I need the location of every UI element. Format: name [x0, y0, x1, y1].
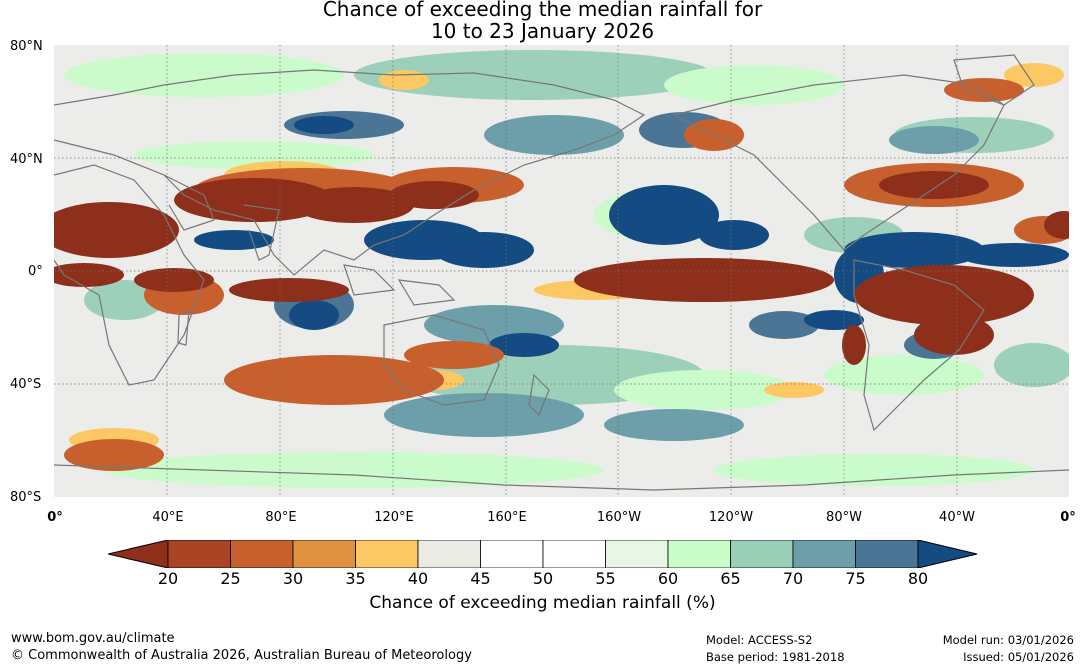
source-url[interactable]: www.bom.gov.au/climate — [11, 631, 175, 646]
lat-label-40s: 40°S — [10, 377, 42, 392]
copyright-text: © Commonwealth of Australia 2026, Austra… — [11, 648, 472, 663]
colorbar-bin-30-35 — [292, 540, 356, 568]
lon-label-0-left: 0° — [47, 510, 63, 525]
graticule — [54, 45, 1069, 497]
colorbar-bin-65-70 — [730, 540, 794, 568]
colorbar-tick-30: 30 — [282, 569, 304, 588]
lon-label-160w: 160°W — [596, 510, 642, 525]
colorbar-tick-40: 40 — [407, 569, 429, 588]
colorbar-bin-25-30 — [230, 540, 294, 568]
colorbar-bin-50-55 — [542, 540, 606, 568]
colorbar-tick-80: 80 — [907, 569, 929, 588]
colorbar-bin-35-40 — [355, 540, 419, 568]
coastlines — [54, 54, 1069, 491]
map-title-line2: 10 to 23 January 2026 — [430, 19, 655, 43]
base-period: Base period: 1981-2018 — [706, 650, 845, 664]
colorbar-bin-60-65 — [667, 540, 731, 568]
lon-label-0-right: 0° — [1060, 510, 1076, 525]
lon-label-80w: 80°W — [826, 510, 862, 525]
lon-label-40e: 40°E — [152, 510, 184, 525]
model-name: Model: ACCESS-S2 — [706, 633, 813, 647]
lat-label-40n: 40°N — [10, 152, 43, 167]
colorbar-bin-45-50 — [480, 540, 544, 568]
colorbar-title: Chance of exceeding median rainfall (%) — [369, 593, 716, 613]
colorbar-bin-20-25 — [167, 540, 231, 568]
lon-label-120e: 120°E — [374, 510, 414, 525]
colorbar-bin-70-75 — [792, 540, 856, 568]
colorbar-tick-70: 70 — [782, 569, 804, 588]
colorbar-arrow-high — [917, 540, 978, 568]
colorbar-tick-25: 25 — [220, 569, 241, 588]
lon-label-160e: 160°E — [487, 510, 527, 525]
colorbar-tick-75: 75 — [845, 569, 866, 588]
colorbar-tick-45: 45 — [470, 569, 491, 588]
colorbar-arrow-low — [108, 540, 169, 568]
colorbar-tick-50: 50 — [532, 569, 554, 588]
colorbar-bin-40-45 — [417, 540, 481, 568]
lat-label-equator: 0° — [28, 264, 43, 279]
colorbar-legend — [108, 540, 978, 568]
lon-label-80e: 80°E — [265, 510, 297, 525]
probability-above-80-areas — [194, 116, 1069, 357]
issued-date: Issued: 05/01/2026 — [963, 650, 1074, 664]
lat-label-80s: 80°S — [10, 490, 42, 505]
map-title-line1: Chance of exceeding the median rainfall … — [322, 0, 763, 21]
lat-label-80n: 80°N — [10, 39, 43, 54]
colorbar-tick-20: 20 — [157, 569, 179, 588]
probability-below-25-areas — [54, 171, 1069, 365]
colorbar-bin-55-60 — [605, 540, 669, 568]
lon-label-40w: 40°W — [939, 510, 975, 525]
colorbar-tick-35: 35 — [345, 569, 366, 588]
model-run-date: Model run: 03/01/2026 — [942, 633, 1074, 647]
rainfall-probability-map — [54, 45, 1069, 497]
colorbar-bin-75-80 — [855, 540, 919, 568]
colorbar-tick-60: 60 — [657, 569, 679, 588]
colorbar-tick-65: 65 — [720, 569, 741, 588]
colorbar-tick-55: 55 — [595, 569, 616, 588]
lon-label-120w: 120°W — [708, 510, 754, 525]
